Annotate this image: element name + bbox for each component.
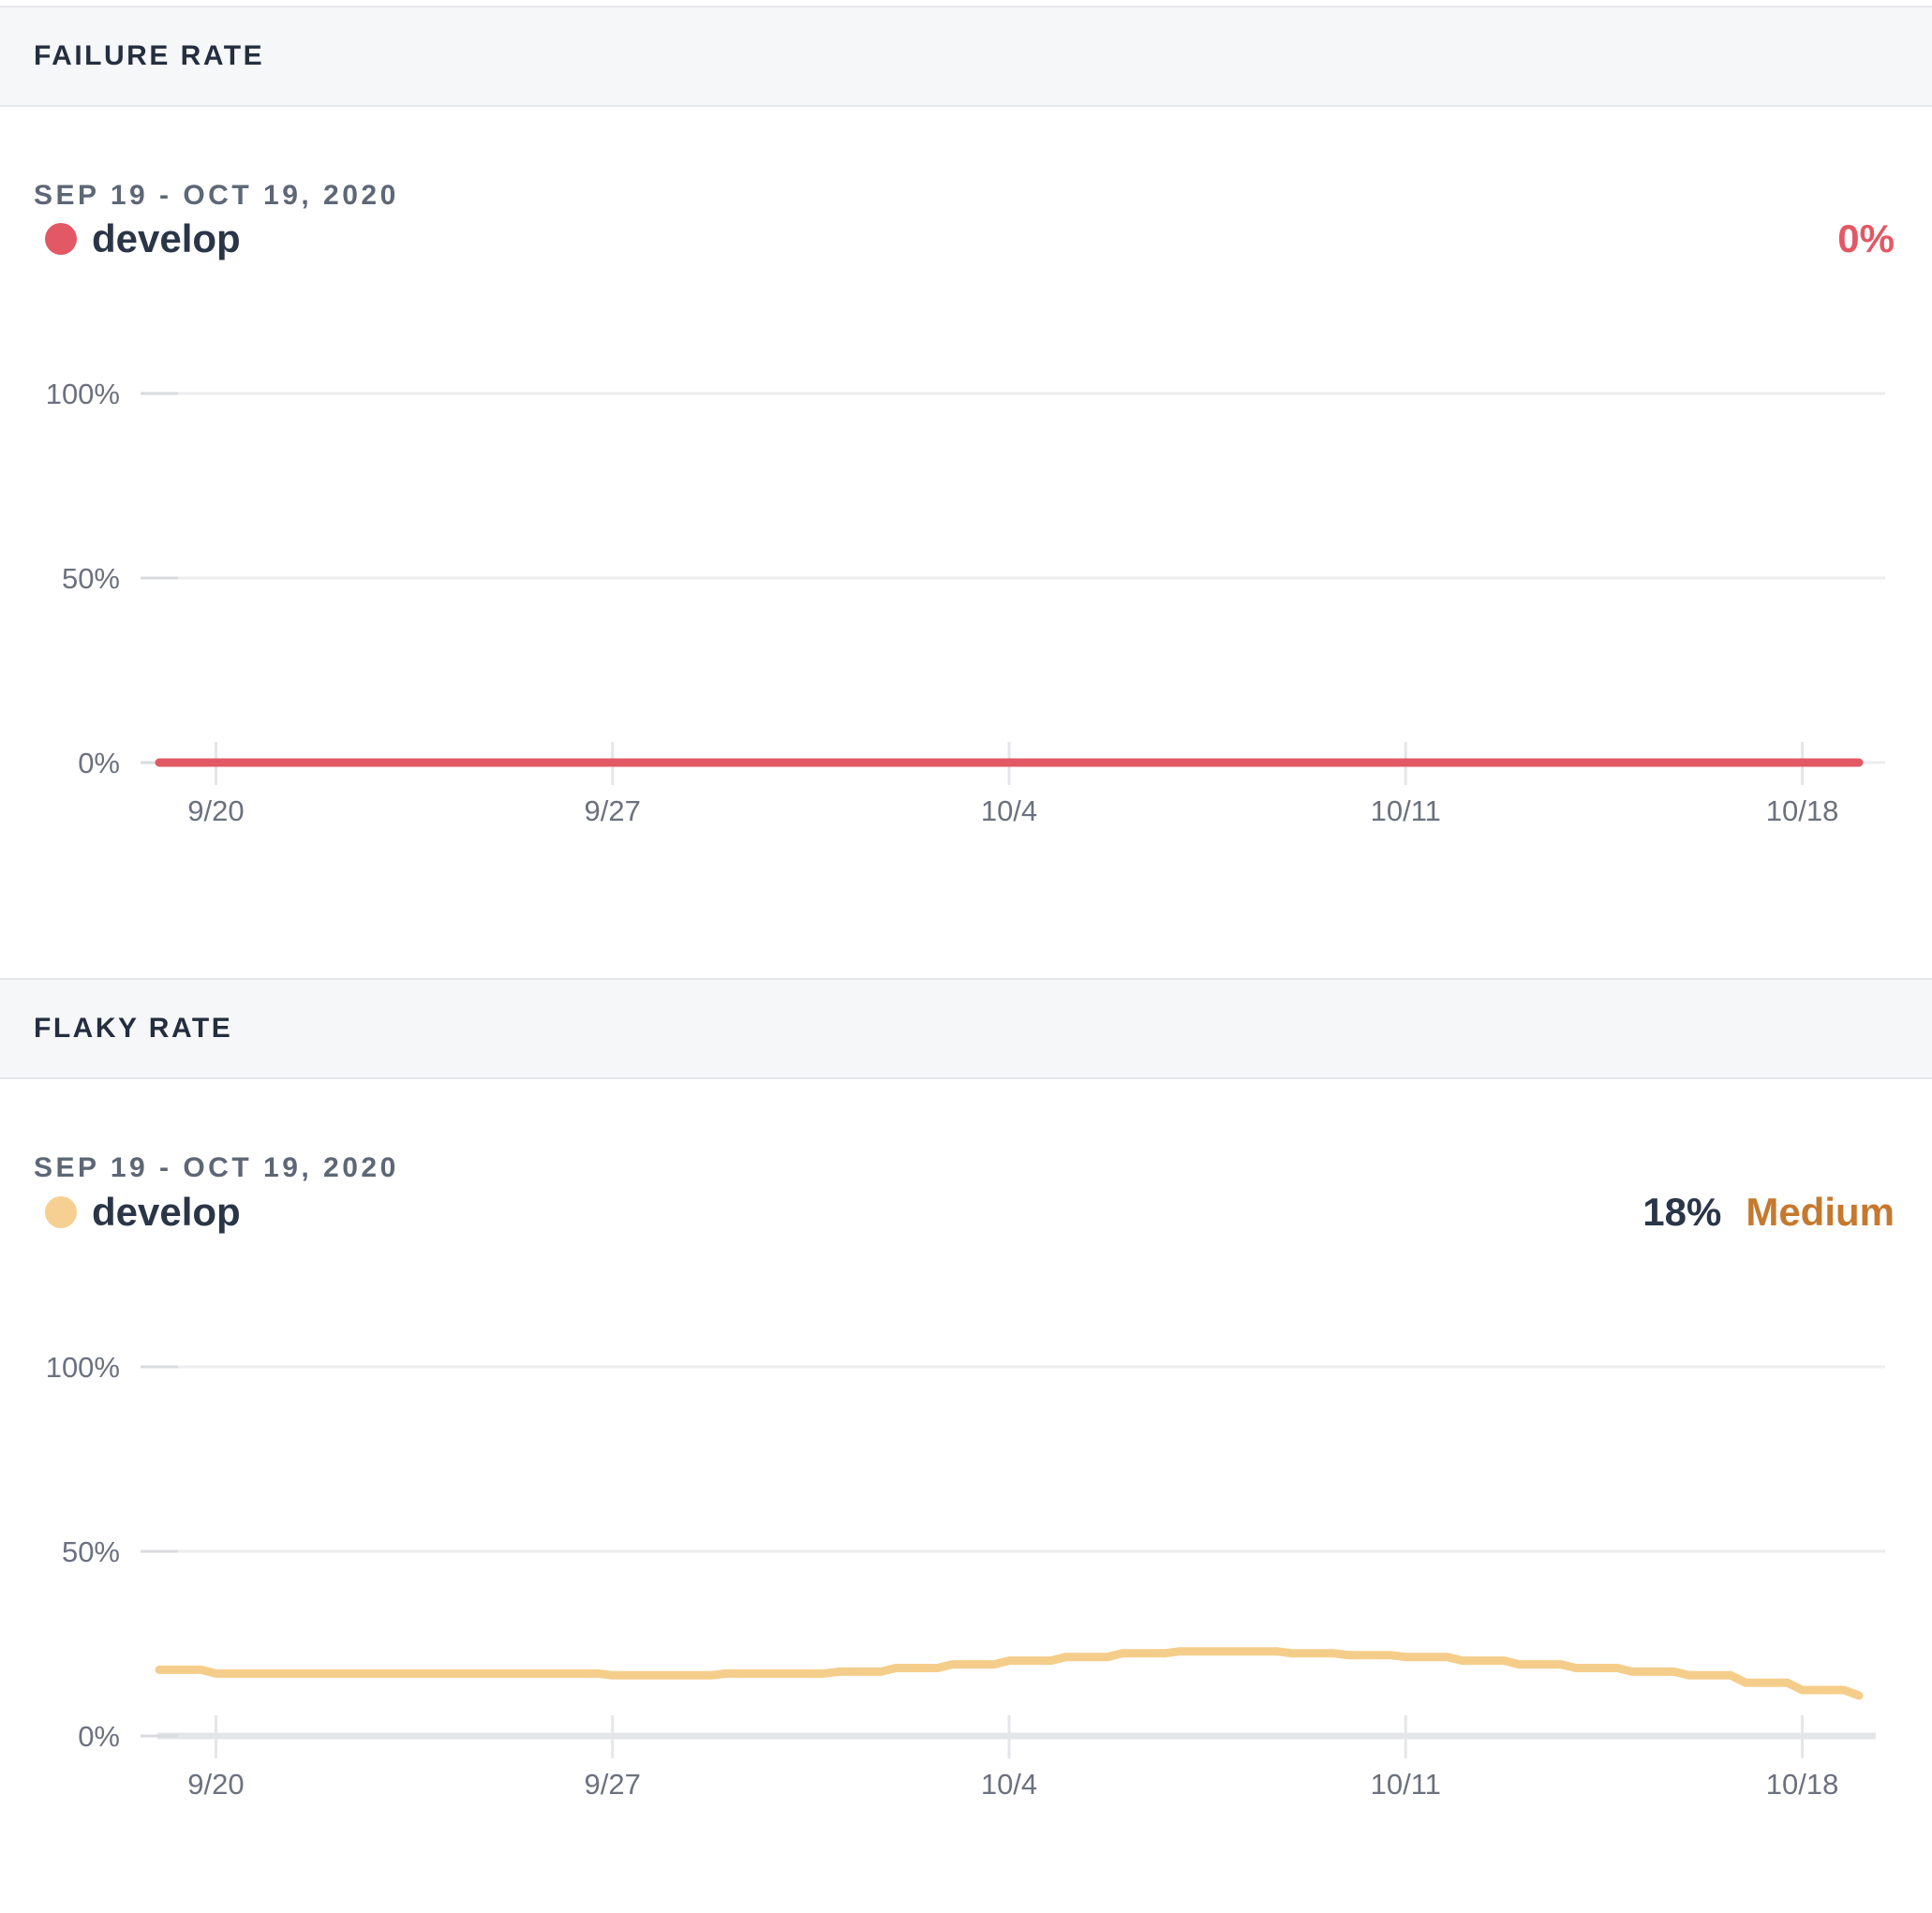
series-name-label: develop [92, 1190, 241, 1234]
y-axis-label: 100% [46, 1351, 120, 1384]
legend-develop-failure[interactable]: develop [45, 216, 241, 260]
date-range-failure: SEP 19 - OCT 19, 2020 [34, 180, 399, 211]
flaky-severity-badge: Medium [1746, 1190, 1895, 1234]
flaky-rate-chart[interactable]: 100% 50% 0% 9/20 9/27 10/4 10/11 10/18 [0, 1331, 1932, 1856]
flaky-rate-panel-header: FLAKY RATE [0, 978, 1932, 1079]
failure-rate-chart[interactable]: 100% 50% 0% 9/20 9/27 10/4 10/11 10/18 [0, 356, 1932, 881]
x-axis-label: 9/27 [585, 794, 641, 827]
panel-title-failure-rate: FAILURE RATE [34, 40, 265, 71]
failure-rate-panel-header: FAILURE RATE [0, 6, 1932, 107]
y-axis-label: 50% [62, 562, 120, 595]
series-color-dot-failure [45, 223, 77, 255]
x-axis-label: 9/20 [187, 794, 244, 827]
x-axis-label: 9/20 [187, 1768, 244, 1801]
legend-develop-flaky[interactable]: develop [45, 1190, 241, 1234]
failure-rate-value-row: 0% [1837, 216, 1895, 260]
x-axis-label: 10/11 [1371, 1768, 1441, 1801]
y-axis-label: 50% [62, 1535, 120, 1568]
series-color-dot-flaky [45, 1196, 77, 1228]
x-axis-label: 9/27 [585, 1768, 641, 1801]
x-axis-label: 10/11 [1371, 794, 1441, 827]
flaky-rate-plot: 100% 50% 0% 9/20 9/27 10/4 10/11 10/18 [46, 1351, 1885, 1801]
y-axis-label: 100% [46, 378, 120, 410]
y-axis-label: 0% [78, 1720, 120, 1753]
flaky-rate-value: 18% [1642, 1190, 1722, 1234]
panel-title-flaky-rate: FLAKY RATE [34, 1013, 233, 1044]
x-axis-label: 10/4 [981, 1768, 1037, 1801]
failure-rate-plot: 100% 50% 0% 9/20 9/27 10/4 10/11 10/18 [46, 378, 1885, 827]
x-axis-label: 10/18 [1766, 794, 1839, 827]
x-axis-label: 10/18 [1766, 1768, 1839, 1801]
series-name-label: develop [92, 216, 241, 260]
flaky-rate-value-row: 18% Medium [1642, 1190, 1895, 1234]
x-axis-label: 10/4 [981, 794, 1037, 827]
failure-rate-value: 0% [1837, 216, 1895, 260]
date-range-flaky: SEP 19 - OCT 19, 2020 [34, 1152, 399, 1183]
y-axis-label: 0% [78, 747, 120, 779]
series-line-develop [155, 1647, 1864, 1700]
